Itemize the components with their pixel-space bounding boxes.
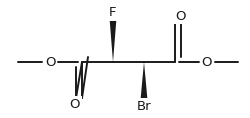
Polygon shape <box>110 18 116 62</box>
Polygon shape <box>140 62 147 100</box>
Text: O: O <box>70 97 80 110</box>
Text: O: O <box>202 55 212 69</box>
Text: O: O <box>45 55 55 69</box>
Text: Br: Br <box>137 99 151 112</box>
Text: O: O <box>175 10 185 23</box>
Text: F: F <box>109 6 117 19</box>
